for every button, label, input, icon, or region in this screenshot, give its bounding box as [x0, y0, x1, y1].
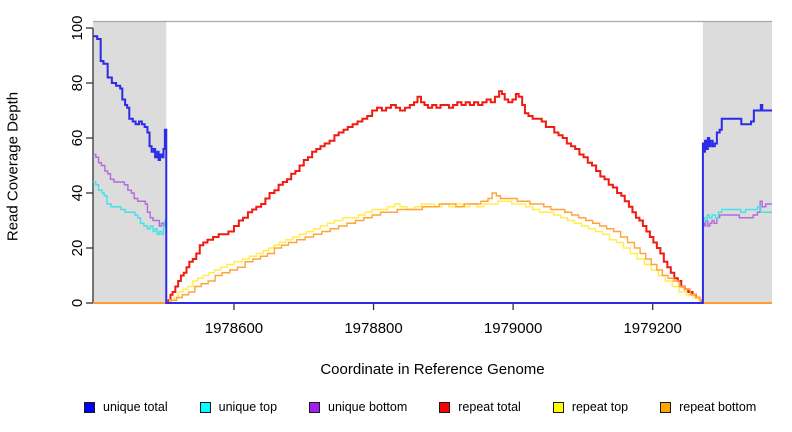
legend-swatch-unique-total: [84, 401, 95, 413]
y-tick-label: 20: [69, 240, 86, 257]
legend-label-unique-bottom: unique bottom: [328, 400, 408, 414]
legend-label-repeat-bottom: repeat bottom: [679, 400, 757, 414]
y-tick-label: 100: [69, 15, 86, 40]
x-tick-label: 1979000: [484, 320, 542, 337]
series-line-repeat-bottom: [93, 192, 772, 304]
legend-item-repeat-total: repeat total: [439, 400, 521, 414]
series-line-repeat-total: [93, 90, 772, 304]
y-tick-label: 0: [69, 299, 86, 307]
legend-item-repeat-bottom: repeat bottom: [660, 400, 756, 414]
y-axis-title: Read Coverage Depth: [4, 91, 22, 242]
legend-swatch-repeat-top: [552, 401, 564, 413]
x-axis-title: Coordinate in Reference Genome: [320, 361, 545, 378]
series-line-repeat-top: [93, 200, 772, 304]
y-tick-label: 80: [69, 75, 86, 92]
legend: unique total unique top unique bottom repea…: [84, 400, 756, 414]
legend-swatch-repeat-total: [439, 401, 451, 413]
series-line-unique-total: [93, 35, 772, 304]
legend-item-unique-top: unique top: [199, 400, 278, 414]
legend-item-unique-bottom: unique bottom: [309, 400, 407, 414]
legend-label-repeat-total: repeat total: [458, 400, 521, 414]
masked-region-band-1: [702, 21, 772, 303]
masked-region-band-0: [93, 21, 167, 303]
series-line-unique-top: [93, 181, 772, 304]
legend-label-repeat-top: repeat top: [571, 400, 629, 414]
data-series-lines: [93, 35, 772, 304]
legend-label-unique-total: unique total: [103, 400, 168, 414]
tick-labels: 0 20 40 60 80 100 1978600 1978800 1979000 1979200: [69, 15, 682, 337]
legend-label-unique-top: unique top: [218, 400, 278, 414]
x-tick-label: 1978600: [205, 320, 263, 337]
y-tick-label: 60: [69, 130, 86, 147]
series-line-unique-bottom: [93, 153, 772, 304]
legend-item-unique-total: unique total: [84, 400, 168, 414]
legend-swatch-unique-top: [199, 401, 211, 413]
y-tick-label: 40: [69, 185, 86, 202]
x-tick-label: 1979200: [623, 320, 681, 337]
legend-item-repeat-top: repeat top: [552, 400, 629, 414]
masked-region-shading: [93, 20, 772, 303]
x-tick-label: 1978800: [344, 320, 402, 337]
legend-swatch-unique-bottom: [309, 401, 321, 413]
legend-swatch-repeat-bottom: [660, 401, 672, 413]
